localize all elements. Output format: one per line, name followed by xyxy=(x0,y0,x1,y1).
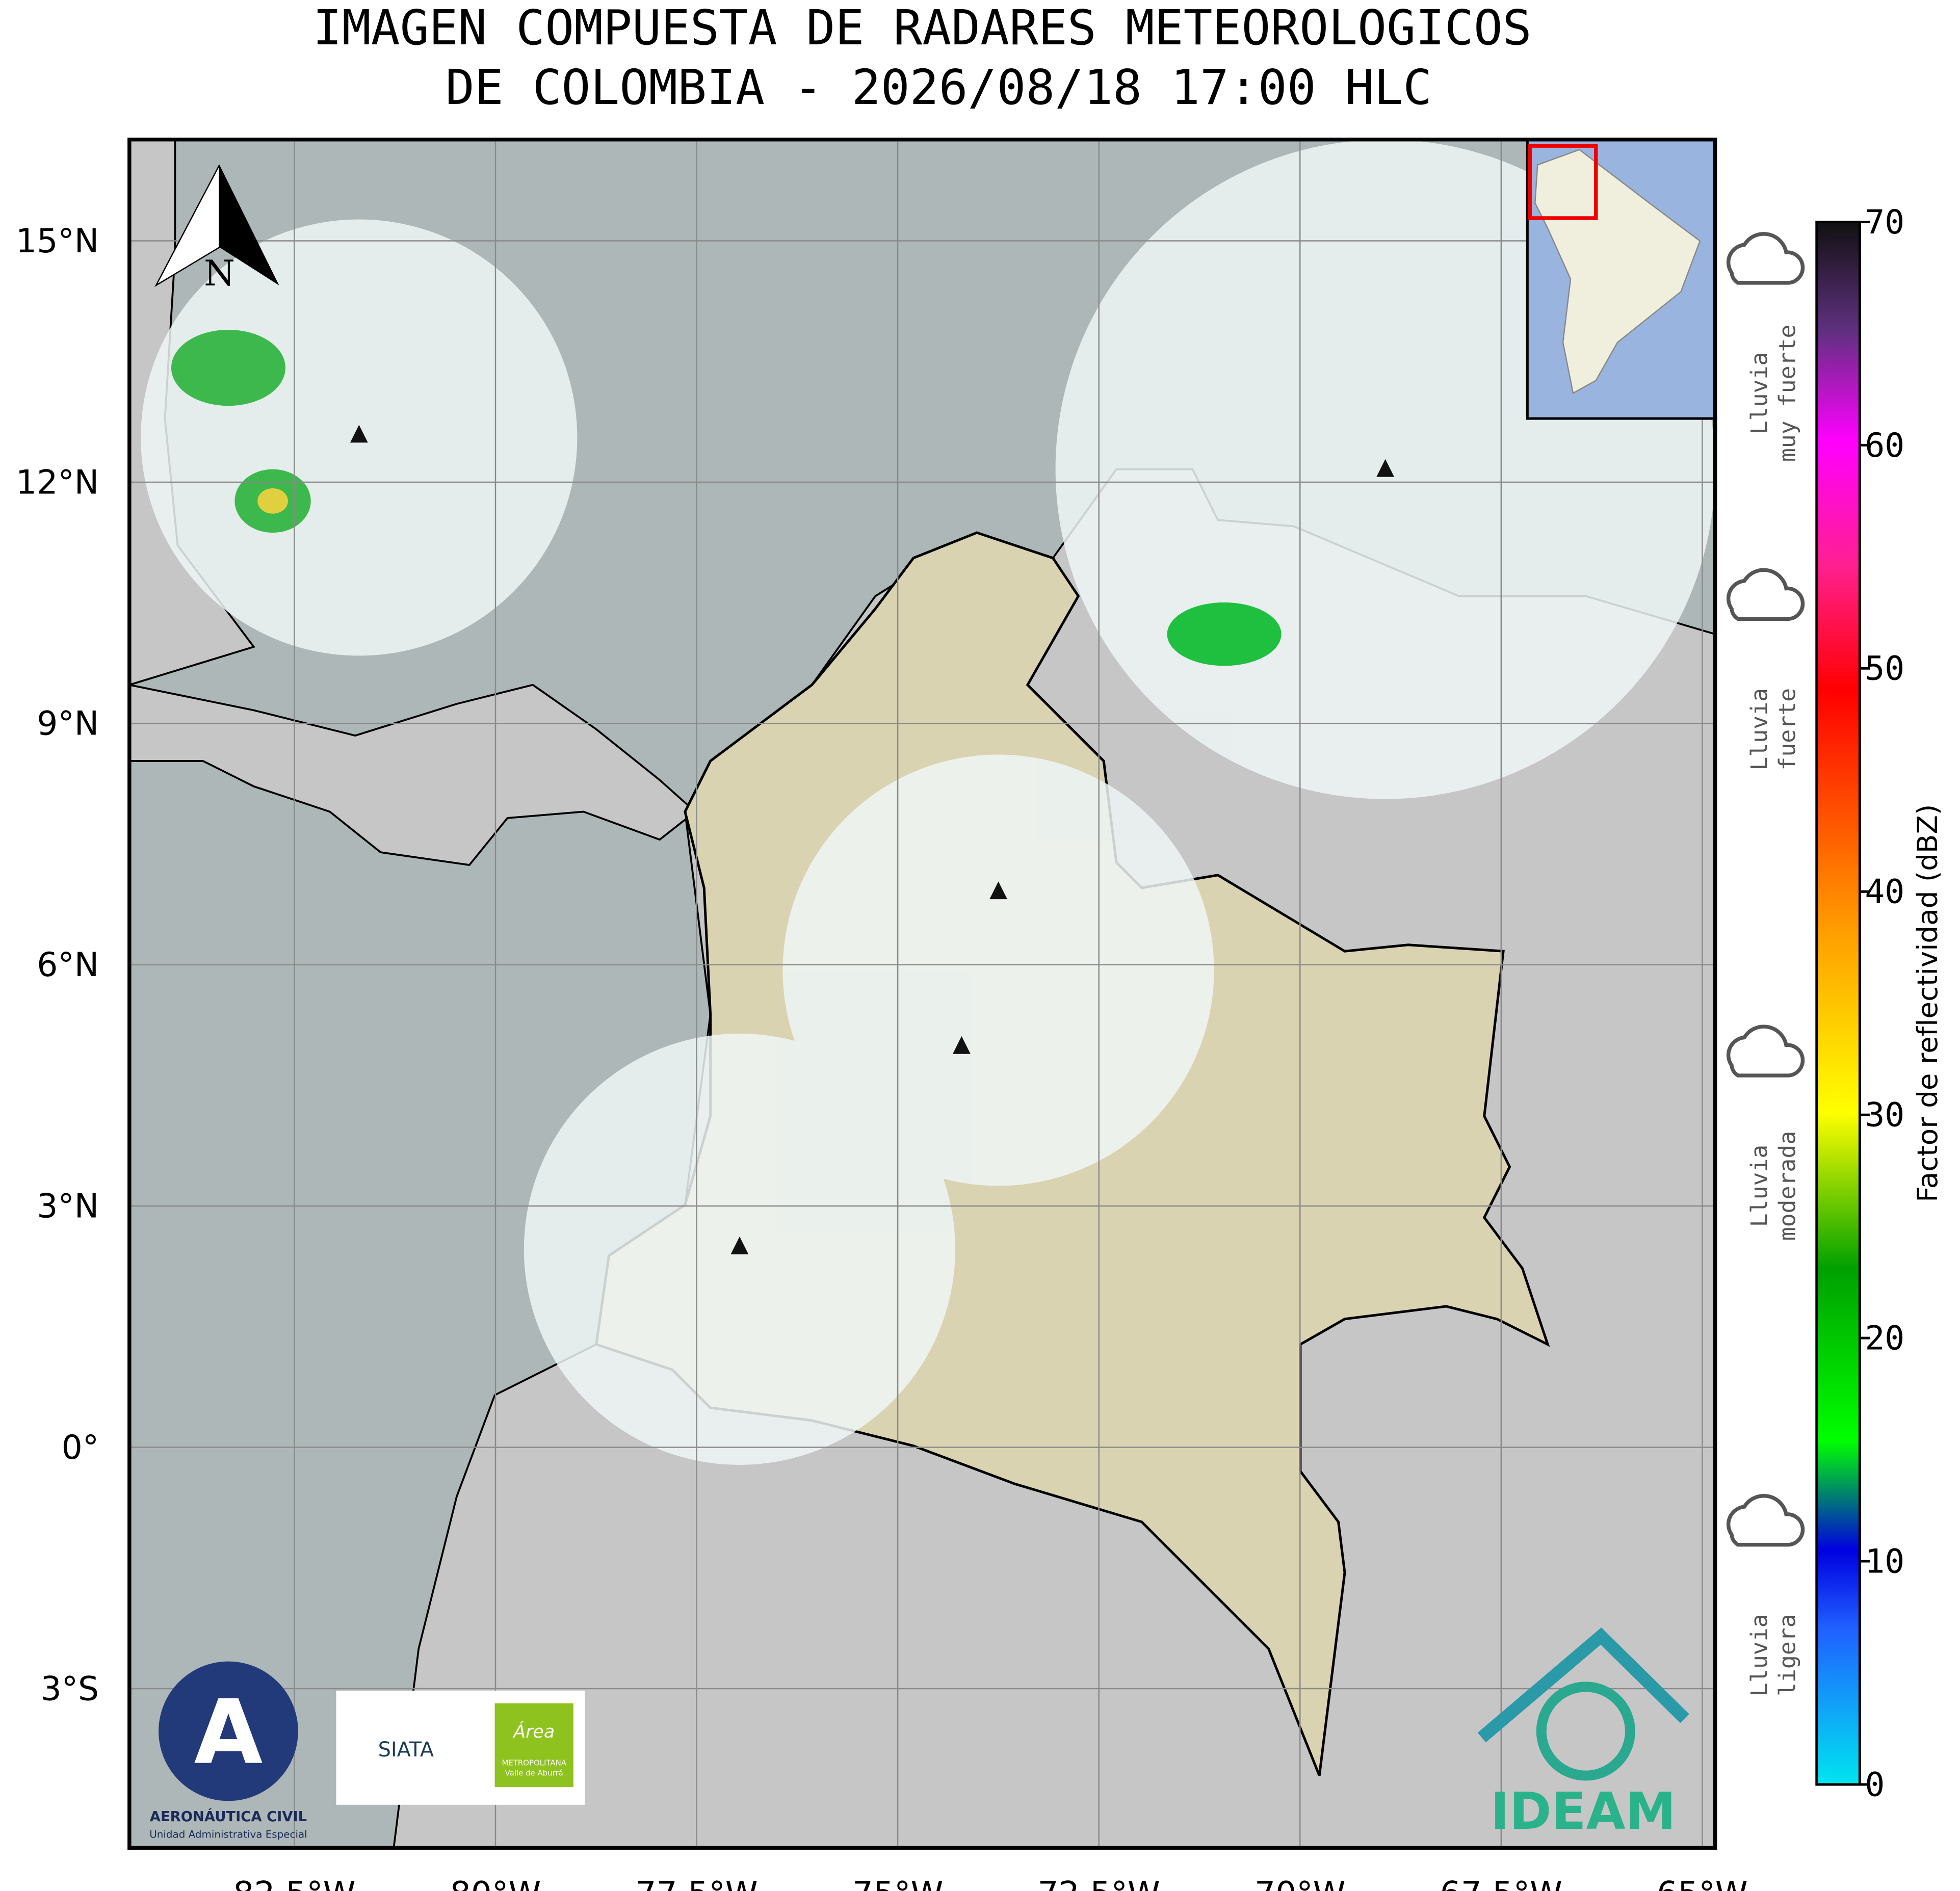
echo xyxy=(1167,602,1282,666)
area-name: Área xyxy=(512,1721,555,1742)
colorbar-tick-label: 40 xyxy=(1865,873,1904,911)
radar-site xyxy=(350,425,368,443)
rain-label: Lluvia xyxy=(1746,1145,1773,1227)
radar-site xyxy=(989,881,1008,900)
lon-tick-label: 75°W xyxy=(852,1875,944,1891)
colorbar-tick-label: 20 xyxy=(1865,1320,1904,1358)
north-arrow: N xyxy=(154,164,279,294)
lat-tick-label: 3°S xyxy=(41,1670,99,1708)
rain-icon xyxy=(1726,568,1805,621)
land-central-america xyxy=(129,684,697,866)
lat-tick-label: 12°N xyxy=(16,463,99,502)
siata-name: SIATA xyxy=(378,1738,434,1762)
title-line-1: IMAGEN COMPUESTA DE RADARES METEOROLOGIC… xyxy=(313,0,1532,56)
map-area: N A AERONÁUTICA CIVIL Unidad Administrat… xyxy=(129,139,1715,1848)
logo-ideam: IDEAM xyxy=(1477,1627,1689,1841)
logo-aerocivil: A AERONÁUTICA CIVIL Unidad Administrativ… xyxy=(149,1661,307,1840)
rain-label: moderada xyxy=(1773,1131,1800,1241)
logo-siata-area: SIATA Área METROPOLITANA Valle de Aburrá xyxy=(336,1690,585,1805)
radar-circle xyxy=(782,754,1214,1186)
rain-icon xyxy=(1726,1025,1805,1078)
lon-tick-label: 67.5°W xyxy=(1440,1875,1562,1891)
colorbar-tick-label: 50 xyxy=(1865,650,1904,688)
radar-site xyxy=(952,1036,971,1054)
lon-tick-label: 82.5°W xyxy=(233,1875,355,1891)
rain-icon xyxy=(1726,1494,1805,1547)
colorbar-tick-label: 30 xyxy=(1865,1096,1904,1135)
lon-tick-label: 80°W xyxy=(450,1875,541,1891)
aerocivil-name: AERONÁUTICA CIVIL xyxy=(150,1808,307,1825)
colorbar-tick-label: 60 xyxy=(1865,427,1904,465)
echo xyxy=(171,329,285,406)
north-label: N xyxy=(204,253,235,294)
rain-icon xyxy=(1726,232,1805,285)
lat-tick-label: 6°N xyxy=(37,946,99,984)
colorbar xyxy=(1815,220,1861,1786)
lat-tick-label: 0° xyxy=(62,1429,99,1467)
rain-label: Lluvia xyxy=(1746,688,1773,771)
colorbar-tick-label: 10 xyxy=(1865,1542,1904,1581)
echoes xyxy=(171,329,1282,666)
area-sub1: METROPOLITANA xyxy=(502,1758,566,1768)
colorbar-tick-label: 0 xyxy=(1865,1766,1885,1804)
rain-label: muy fuerte xyxy=(1773,325,1800,462)
colorbar-label: Factor de reflectividad (dBZ) xyxy=(1911,804,1944,1202)
area-sub2: Valle de Aburrá xyxy=(505,1769,563,1778)
radar-site xyxy=(730,1237,749,1254)
lon-tick-label: 70°W xyxy=(1255,1875,1346,1891)
aerocivil-sub: Unidad Administrativa Especial xyxy=(149,1828,307,1840)
echo xyxy=(257,488,288,514)
rain-label: Lluvia xyxy=(1746,352,1773,434)
inset-map xyxy=(1526,139,1715,420)
graticule xyxy=(129,139,1715,1848)
ideam-name: IDEAM xyxy=(1491,1782,1676,1841)
svg-text:A: A xyxy=(194,1681,263,1784)
rain-label: fuerte xyxy=(1773,688,1800,771)
lat-tick-label: 9°N xyxy=(37,705,99,743)
lon-tick-label: 65°W xyxy=(1657,1875,1748,1891)
radar-site xyxy=(1376,459,1395,477)
rain-label: ligera xyxy=(1773,1614,1800,1696)
radar-sites xyxy=(350,425,1395,1254)
lat-tick-label: 15°N xyxy=(16,222,99,260)
title-line-2: DE COLOMBIA - 2026/08/18 17:00 HLC xyxy=(446,60,1432,116)
map-frame xyxy=(127,137,1717,1850)
rain-label: Lluvia xyxy=(1746,1614,1773,1696)
lon-tick-label: 77.5°W xyxy=(635,1875,757,1891)
lat-tick-label: 3°N xyxy=(37,1188,99,1226)
colorbar-tick-label: 70 xyxy=(1865,203,1904,242)
lon-tick-label: 72.5°W xyxy=(1038,1875,1160,1891)
